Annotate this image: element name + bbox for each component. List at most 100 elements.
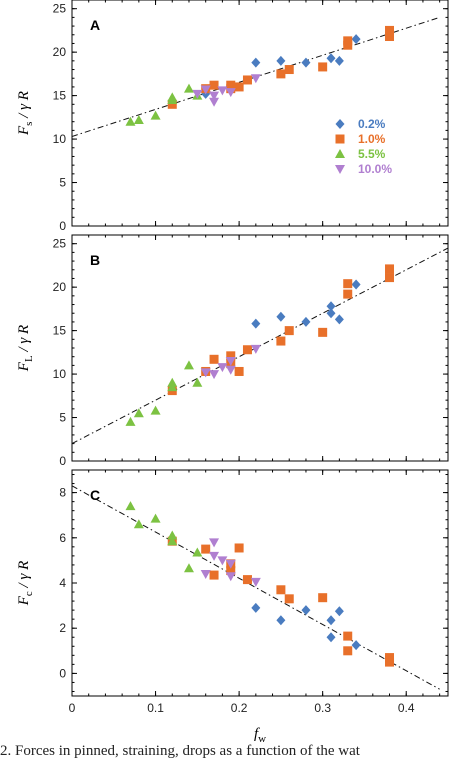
data-point-square [226,566,236,576]
data-point-square [209,354,219,364]
y-tick-label: 4 [59,576,66,590]
data-point-triangle-down [200,85,211,95]
panel-label: C [90,487,100,503]
panel-A: 0 5 10 15 20 25 A Fs / γ R 0.2%1.0%5.5%10.0% [16,0,449,233]
data-point-triangle-down [209,91,220,101]
data-point-triangle-down [200,368,211,378]
data-point-square [318,593,328,603]
data-point-triangle-down [209,97,220,107]
y-axis-title: FL / γ R [16,325,35,372]
y-tick-label: 20 [53,45,67,59]
data-point-triangle [167,536,178,546]
data-point-diamond [276,311,286,322]
data-point-square [343,646,353,656]
data-point-square [234,543,244,553]
data-point-diamond [326,308,336,319]
data-point-diamond [351,279,361,290]
data-point-triangle [167,377,178,387]
data-point-triangle-down [209,370,220,380]
data-point-triangle-down [225,559,236,569]
data-point-triangle-down [200,569,211,579]
y-tick-label: 25 [53,2,67,16]
data-point-triangle [150,110,161,120]
data-point-triangle-down [225,357,236,367]
data-point-square [276,69,286,79]
data-point-triangle [192,377,203,387]
data-point-triangle [183,83,194,93]
data-point-square [234,366,244,376]
y-tick-label: 0 [59,219,66,233]
data-point-diamond [326,53,336,64]
data-point-diamond [326,632,336,643]
data-point-triangle-down [209,551,220,561]
x-axis-title: fw [254,726,266,745]
data-point-triangle-down [250,344,261,354]
x-tick-label: 0.2 [231,701,248,715]
x-tick-label: 0.4 [398,701,415,715]
legend: 0.2%1.0%5.5%10.0% [335,117,392,176]
y-tick-label: 0 [59,454,66,468]
data-point-triangle [133,519,144,529]
data-point-square [284,326,294,336]
data-point-square [209,570,219,580]
data-point-square [385,273,395,283]
y-tick-label: 2 [59,621,66,635]
y-tick-label: 6 [59,531,66,545]
y-tick-label: 20 [53,280,67,294]
y-tick-label: 5 [59,176,66,190]
data-point-square [318,62,328,72]
data-point-square [385,657,395,667]
data-point-triangle [183,563,194,573]
y-tick-label: 15 [53,89,67,103]
panel-B: 0 5 10 15 20 25 B FL / γ R [16,234,449,468]
data-point-square [284,65,294,75]
y-axis-title: Fs / γ R [16,91,35,136]
data-point-diamond [351,640,361,651]
data-point-triangle-down [217,363,228,373]
data-point-diamond [301,57,311,68]
data-point-triangle-down [225,88,236,98]
panel-label: A [90,17,100,33]
data-point-diamond [334,55,344,66]
data-point-diamond [251,602,261,613]
data-point-triangle-down [217,556,228,566]
data-point-square [167,99,177,109]
data-point-triangle [150,513,161,523]
data-point-triangle [150,405,161,415]
x-tick-label: 0 [69,701,76,715]
data-point-diamond [326,301,336,312]
data-point-diamond [251,57,261,68]
data-point-diamond [334,314,344,325]
data-point-square [343,631,353,641]
data-point-square [234,82,244,92]
data-point-triangle [133,408,144,418]
data-point-square [385,32,395,42]
y-tick-label: 5 [59,411,66,425]
legend-label: 0.2% [358,117,386,131]
legend-label: 5.5% [358,147,386,161]
data-point-diamond [251,318,261,329]
data-point-square [385,264,395,274]
data-point-square [284,594,294,604]
data-point-triangle [183,360,194,370]
data-point-triangle [167,92,178,102]
data-point-triangle-down [225,572,236,582]
legend-marker [335,165,345,174]
data-point-square [318,327,328,337]
data-point-triangle-down [250,577,261,587]
data-point-triangle-down [250,74,261,84]
data-point-square [385,653,395,663]
y-tick-label: 10 [53,367,67,381]
y-axis-title: Fc / γ R [16,561,35,607]
legend-marker [335,149,345,158]
y-tick-label: 8 [59,486,66,500]
data-point-triangle-down [209,538,220,548]
data-points [125,25,395,126]
data-point-square [242,345,252,355]
data-point-square [242,575,252,585]
data-points [125,501,395,667]
data-point-diamond [301,316,311,327]
data-point-square [343,289,353,299]
data-point-square [201,544,211,554]
